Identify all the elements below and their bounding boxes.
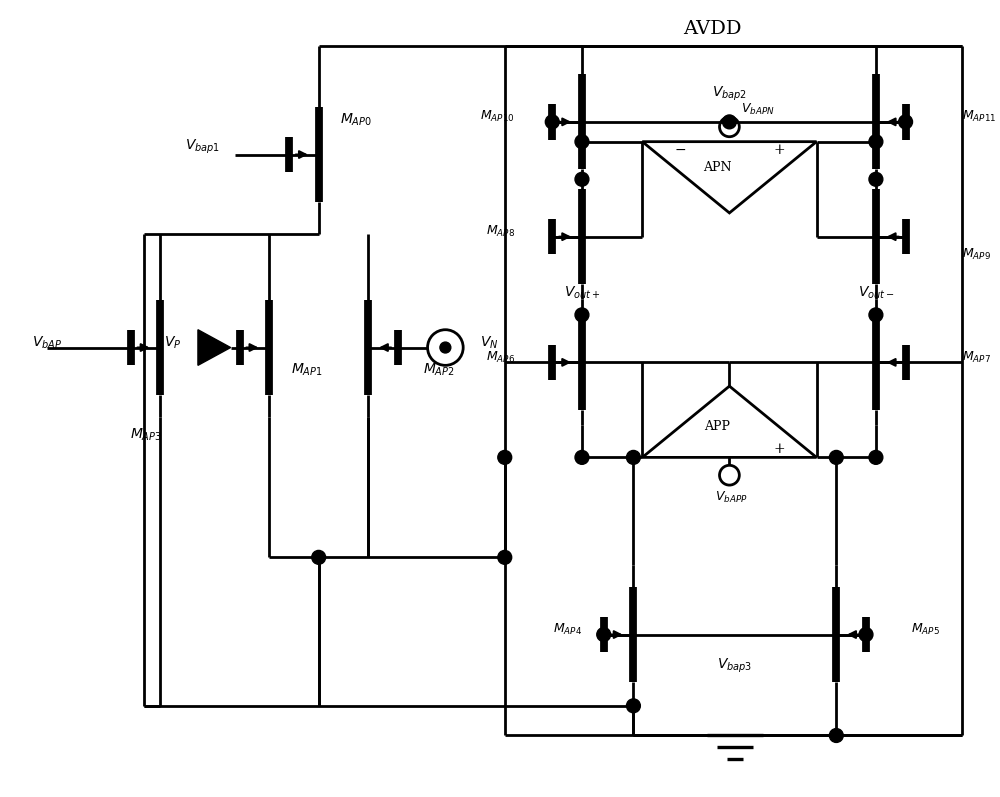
Circle shape	[869, 308, 883, 322]
Circle shape	[869, 135, 883, 148]
Circle shape	[626, 450, 640, 465]
Circle shape	[575, 450, 589, 465]
Text: $M_{AP5}$: $M_{AP5}$	[911, 622, 939, 637]
Text: $V_{out+}$: $V_{out+}$	[564, 285, 600, 301]
Text: $V_{bap1}$: $V_{bap1}$	[185, 137, 220, 155]
Text: $M_{AP9}$: $M_{AP9}$	[962, 247, 991, 262]
Text: $M_{AP10}$: $M_{AP10}$	[480, 109, 515, 124]
Circle shape	[545, 115, 559, 129]
Text: AVDD: AVDD	[683, 20, 742, 37]
Text: $M_{AP6}$: $M_{AP6}$	[486, 350, 515, 365]
Polygon shape	[198, 330, 231, 365]
Text: $M_{AP2}$: $M_{AP2}$	[423, 361, 454, 378]
Text: $M_{AP11}$: $M_{AP11}$	[962, 109, 996, 124]
Circle shape	[869, 450, 883, 465]
Circle shape	[498, 450, 512, 465]
Text: $V_{bAPP}$: $V_{bAPP}$	[715, 489, 748, 505]
Text: $M_{AP7}$: $M_{AP7}$	[962, 350, 991, 365]
Circle shape	[829, 728, 843, 743]
Circle shape	[575, 308, 589, 322]
Circle shape	[829, 450, 843, 465]
Text: $M_{AP3}$: $M_{AP3}$	[130, 426, 161, 443]
Text: $V_{bAP}$: $V_{bAP}$	[32, 335, 62, 351]
Text: +: +	[773, 143, 785, 156]
Circle shape	[498, 551, 512, 564]
Text: −: −	[674, 143, 686, 156]
Circle shape	[869, 172, 883, 186]
Text: $V_{bAPN}$: $V_{bAPN}$	[741, 101, 775, 116]
Text: $V_{bap2}$: $V_{bap2}$	[712, 85, 747, 104]
Text: $M_{AP0}$: $M_{AP0}$	[340, 112, 372, 128]
Text: $M_{AP8}$: $M_{AP8}$	[486, 224, 515, 239]
Text: $M_{AP1}$: $M_{AP1}$	[291, 361, 323, 378]
Circle shape	[722, 115, 736, 129]
Circle shape	[899, 115, 913, 129]
Text: $V_N$: $V_N$	[480, 335, 499, 351]
Circle shape	[312, 551, 326, 564]
Text: $M_{AP4}$: $M_{AP4}$	[553, 622, 582, 637]
Circle shape	[575, 172, 589, 186]
Text: APN: APN	[703, 161, 732, 174]
Circle shape	[440, 342, 451, 353]
Text: +: +	[773, 442, 785, 457]
Text: $V_{out-}$: $V_{out-}$	[858, 285, 894, 301]
Circle shape	[597, 627, 611, 642]
Text: APP: APP	[705, 420, 731, 434]
Circle shape	[575, 135, 589, 148]
Text: $V_P$: $V_P$	[164, 335, 181, 351]
Circle shape	[859, 627, 873, 642]
Circle shape	[626, 699, 640, 713]
Text: $V_{bap3}$: $V_{bap3}$	[717, 657, 752, 675]
